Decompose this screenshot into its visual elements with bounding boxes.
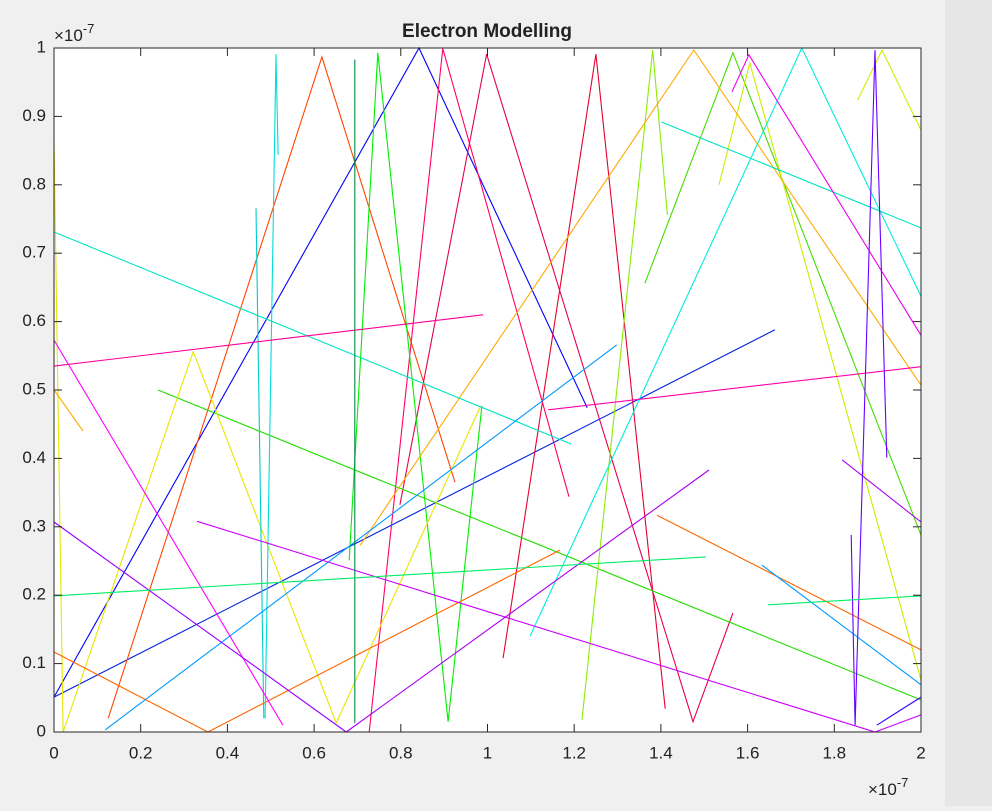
trajectory-line (157, 389, 922, 701)
trajectory-line (53, 389, 84, 432)
x-tick-label: 1 (483, 743, 492, 762)
exponent-power: -7 (897, 775, 909, 790)
trajectory-line (53, 556, 707, 597)
y-tick-label: 0.6 (22, 311, 46, 330)
x-tick-label: 2 (916, 743, 925, 762)
y-tick-label: 1 (37, 37, 46, 56)
trajectory-line (761, 564, 922, 686)
x-tick-label: 0.6 (302, 743, 326, 762)
trajectory-line (53, 314, 484, 367)
trajectory-line (581, 50, 668, 720)
trajectory-line (661, 121, 922, 229)
trajectory-line (718, 60, 922, 681)
trajectory-line (348, 52, 483, 722)
plot: 0 0.2 0.4 0.6 0.8 1 1.2 1.4 1.6 1.8 2 0 0.1 0.2 0.3 0.4… (22, 21, 925, 799)
plot-area (54, 48, 921, 732)
trajectory-line (53, 231, 572, 445)
y-tick-label: 0.3 (22, 516, 46, 535)
x-tick-label: 0.4 (216, 743, 240, 762)
trajectory-line (359, 49, 922, 546)
y-tick-label: 0.8 (22, 174, 46, 193)
y-tick-label: 0.7 (22, 243, 46, 262)
trajectory-line (53, 329, 776, 698)
trajectory-line (255, 208, 265, 719)
x-tick-label: 1.8 (822, 743, 846, 762)
trajectory-line (104, 344, 618, 731)
x-tick-label: 1.2 (562, 743, 586, 762)
side-strip (945, 0, 992, 806)
x-tick-label: 0.8 (389, 743, 413, 762)
x-tick-label: 0.2 (129, 743, 153, 762)
x-tick-label: 1.6 (736, 743, 760, 762)
trajectory-line (876, 696, 922, 726)
x-tick-label: 0 (49, 743, 58, 762)
trajectory-line (53, 521, 347, 733)
trajectory-line (264, 54, 279, 719)
trajectory-line (548, 366, 922, 411)
trajectory-line (53, 140, 481, 733)
exponent-base: ×10 (868, 780, 897, 799)
trajectory-line (731, 53, 922, 336)
axis-exponent: ×10-7 (54, 21, 94, 45)
y-tick-label: 0.5 (22, 379, 46, 398)
trajectory-line (857, 48, 922, 131)
y-tick-label: 0.4 (22, 448, 46, 467)
axis-exponent: ×10-7 (868, 775, 908, 799)
trajectory-line (368, 48, 570, 733)
trajectory-line (850, 50, 888, 726)
exponent-base: ×10 (54, 26, 83, 45)
y-tick-label: 0.2 (22, 585, 46, 604)
x-tick-label: 1.4 (649, 743, 673, 762)
exponent-power: -7 (83, 21, 95, 36)
trajectory-line (399, 54, 734, 724)
y-tick-label: 0.9 (22, 106, 46, 125)
trajectory-line (656, 514, 922, 651)
trajectory-line (53, 339, 284, 726)
trajectory-line (841, 459, 922, 523)
y-tick-label: 0 (37, 721, 46, 740)
chart-title: Electron Modelling (402, 21, 572, 42)
trajectory-line (107, 55, 456, 719)
trajectory-line (767, 595, 922, 606)
trajectory-line (502, 54, 666, 709)
y-tick-label: 0.1 (22, 653, 46, 672)
trajectory-line (345, 469, 710, 733)
